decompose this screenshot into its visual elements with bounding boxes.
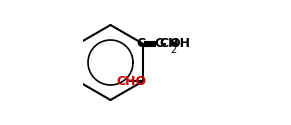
Text: CH: CH — [159, 37, 178, 50]
Text: OH: OH — [169, 37, 190, 50]
Text: C: C — [154, 37, 163, 50]
Text: 2: 2 — [170, 45, 177, 55]
Text: C: C — [136, 37, 146, 50]
Text: CHO: CHO — [117, 75, 147, 88]
